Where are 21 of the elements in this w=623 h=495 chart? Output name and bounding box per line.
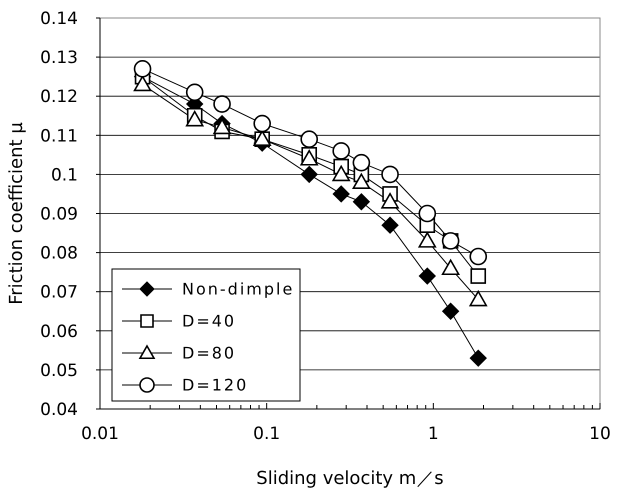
y-tick-label: 0.05 <box>40 360 78 381</box>
x-axis-title: Sliding velocity m／s <box>256 468 444 489</box>
legend-label: D=120 <box>182 376 248 395</box>
legend-label: D=80 <box>182 344 236 363</box>
y-tick-label: 0.1 <box>50 165 78 186</box>
y-tick-label: 0.06 <box>40 322 78 342</box>
x-tick-label: 10 <box>589 424 611 444</box>
x-tick-label: 0.01 <box>81 424 119 444</box>
y-tick-label: 0.07 <box>40 282 78 303</box>
y-tick-label: 0.09 <box>40 204 78 224</box>
x-tick-label: 0.1 <box>253 424 280 444</box>
legend-label: D=40 <box>182 312 236 331</box>
y-axis-title: Friction coefficient μ <box>6 122 27 305</box>
x-tick-label: 1 <box>428 424 439 444</box>
y-tick-label: 0.08 <box>40 244 78 264</box>
legend-label: Non-dimple <box>182 280 294 299</box>
y-tick-label: 0.13 <box>40 48 78 68</box>
y-tick-label: 0.12 <box>40 87 78 108</box>
y-tick-label: 0.04 <box>40 400 78 420</box>
y-tick-label: 0.14 <box>40 8 78 29</box>
y-tick-label: 0.11 <box>40 126 78 146</box>
